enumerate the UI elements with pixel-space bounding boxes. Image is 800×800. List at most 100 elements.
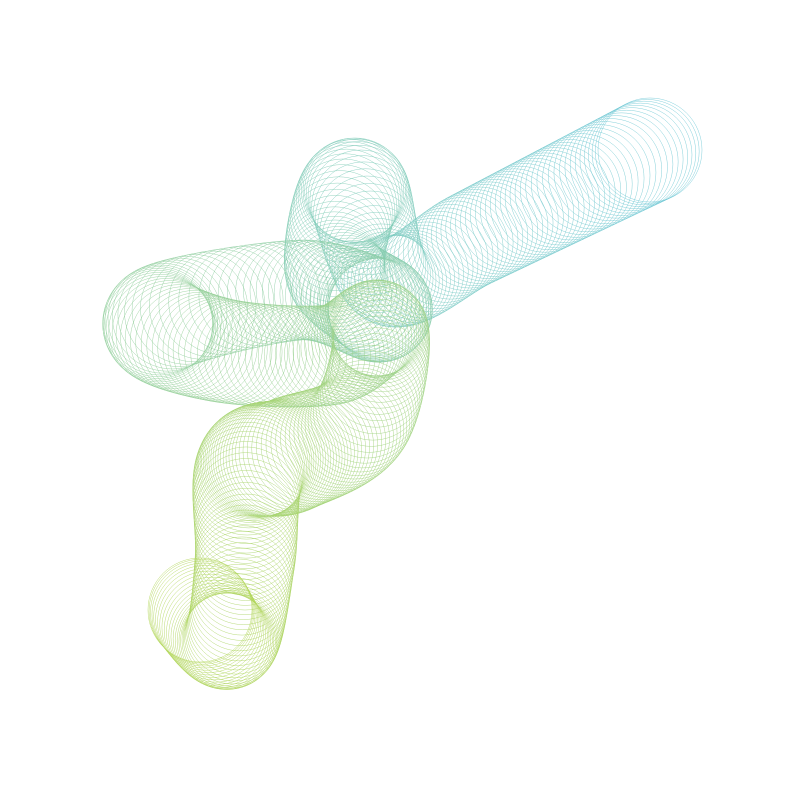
- trail-ring: [151, 562, 256, 667]
- trail-ring: [480, 160, 580, 260]
- trail-ring: [329, 212, 425, 308]
- trail-ring: [435, 184, 534, 282]
- trail-ring: [311, 290, 410, 389]
- trail-ring: [242, 393, 359, 509]
- trail-ring: [475, 163, 575, 263]
- trail-ring: [275, 385, 386, 496]
- trail-ring: [198, 244, 303, 348]
- trail-ring: [131, 256, 241, 365]
- trail-ring: [330, 280, 428, 377]
- trail-ring: [320, 344, 422, 447]
- trail-ring: [172, 298, 278, 404]
- trail-ring: [193, 458, 299, 564]
- trail-ring: [398, 207, 494, 303]
- trail-ring: [294, 148, 399, 254]
- trail-ring: [330, 309, 429, 409]
- trail-ring: [564, 115, 668, 219]
- trail-ring: [197, 409, 309, 521]
- trail-ring: [231, 305, 334, 408]
- trail-ring: [299, 139, 405, 245]
- trail-ring: [107, 263, 219, 374]
- trail-ring: [155, 567, 258, 671]
- trail-ring: [260, 388, 374, 502]
- trail-ring: [192, 446, 300, 554]
- trail-ring: [314, 288, 413, 387]
- trail-ring: [153, 565, 257, 669]
- trail-ring: [193, 464, 299, 569]
- trail-ring: [270, 386, 382, 498]
- trail-ring: [188, 568, 286, 666]
- trail-ring: [268, 240, 369, 342]
- trail-ring: [520, 139, 621, 241]
- trail-ring: [168, 585, 268, 685]
- trail-ring: [224, 304, 327, 408]
- trail-ring: [504, 147, 606, 248]
- trail-ring: [289, 380, 398, 489]
- trail-ring: [407, 200, 504, 297]
- trail-ring: [292, 301, 393, 402]
- trail-ring: [185, 584, 282, 682]
- trail-ring: [184, 587, 281, 685]
- trail-ring: [499, 150, 600, 251]
- trail-ring: [150, 560, 255, 665]
- trail-ring: [162, 296, 268, 402]
- trail-ring: [287, 176, 390, 280]
- trail-ring: [315, 168, 416, 269]
- trail-ring: [301, 373, 408, 480]
- trail-ring: [291, 158, 396, 263]
- trail-ring: [311, 155, 414, 258]
- trail-ring: [194, 482, 298, 586]
- trail-ring: [460, 171, 559, 270]
- trail-ring: [103, 272, 215, 383]
- trail-ring: [174, 591, 273, 689]
- trail-ring: [403, 204, 499, 300]
- trail-ring: [166, 582, 266, 683]
- trail-ring: [315, 355, 419, 459]
- trail-ring: [297, 141, 403, 247]
- trail-ring: [412, 197, 509, 294]
- trail-ring: [184, 300, 288, 405]
- trail-ring: [559, 118, 663, 222]
- trail-ring: [302, 240, 405, 343]
- trail-ring: [284, 219, 386, 321]
- trail-ring: [163, 579, 265, 681]
- trail-ring: [334, 223, 429, 318]
- trail-ring: [135, 288, 243, 396]
- trail-ring: [536, 130, 639, 233]
- trail-ring: [192, 452, 299, 559]
- trail-ring: [301, 137, 406, 243]
- trail-ring: [238, 394, 355, 511]
- trail-ring: [280, 383, 390, 494]
- trail-ring: [192, 435, 301, 544]
- trail-ring: [295, 247, 398, 350]
- trail-ring: [187, 577, 284, 675]
- trail-ring: [289, 164, 394, 268]
- trail-ring: [490, 155, 590, 255]
- trail-ring: [337, 228, 431, 322]
- trail-ring: [192, 441, 300, 549]
- trail-ring: [102, 270, 214, 381]
- trail-ring: [292, 153, 397, 258]
- trail-ring: [470, 165, 569, 265]
- trail-ring: [332, 283, 430, 381]
- ring-trail-group: [102, 97, 703, 690]
- trail-ring: [485, 157, 585, 258]
- trail-ring: [170, 587, 270, 687]
- trail-ring: [183, 590, 280, 687]
- trail-ring: [198, 407, 311, 520]
- trail-ring: [243, 240, 344, 341]
- trail-ring: [290, 246, 392, 348]
- trail-ring: [450, 176, 549, 275]
- trail-ring: [379, 221, 474, 316]
- trail-ring: [319, 284, 418, 382]
- trail-ring: [509, 144, 611, 246]
- trail-ring: [306, 141, 410, 246]
- trail-ring: [296, 144, 401, 250]
- trail-ring: [157, 295, 263, 401]
- trail-ring: [202, 403, 317, 517]
- trail-ring: [329, 279, 427, 377]
- trail-ring: [265, 387, 378, 500]
- trail-ring: [204, 402, 319, 517]
- trail-ring: [288, 302, 389, 403]
